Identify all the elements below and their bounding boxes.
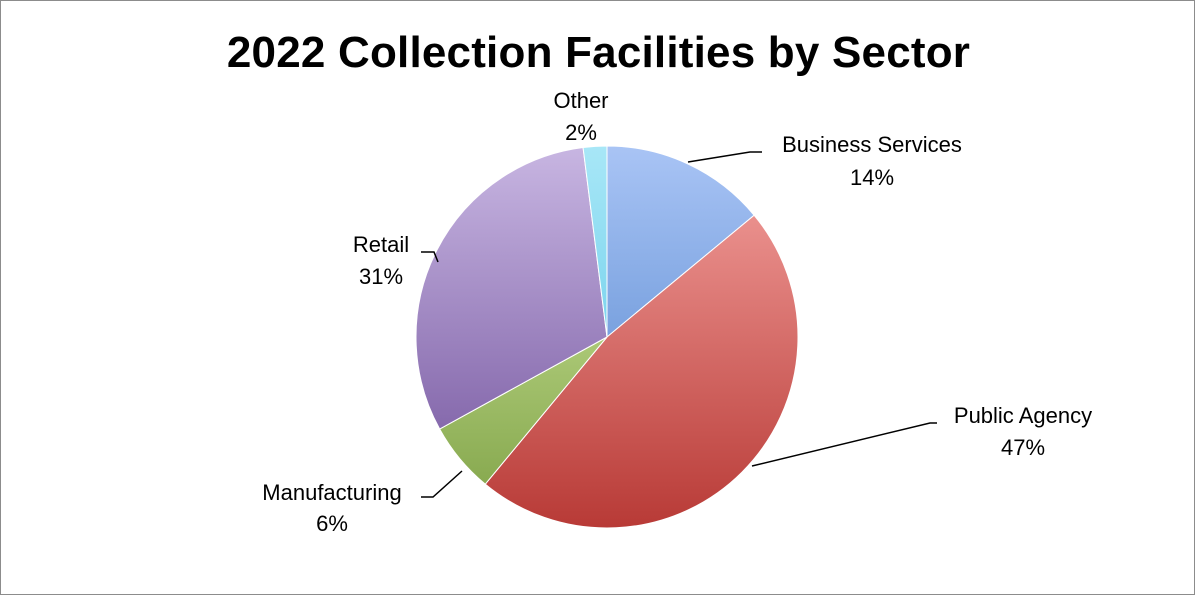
leader-line-retail <box>421 251 439 263</box>
slice-label-other: Other <box>553 88 608 113</box>
slice-value-business-services: 14% <box>850 165 894 190</box>
pie-slice-other <box>582 145 608 338</box>
pie-slice-business-services <box>606 145 755 339</box>
slice-value-retail: 31% <box>359 264 403 289</box>
slice-value-public-agency: 47% <box>1001 435 1045 460</box>
slice-label-public-agency: Public Agency <box>954 403 1092 428</box>
leader-line-business-services <box>687 151 762 163</box>
slice-label-manufacturing: Manufacturing <box>262 480 401 505</box>
chart-title: 2022 Collection Facilities by Sector <box>226 28 971 77</box>
pie-slice-public-agency <box>484 214 799 529</box>
slice-label-business-services: Business Services <box>782 132 962 157</box>
leader-line-manufacturing <box>421 470 463 498</box>
pie-slice-retail <box>415 146 608 430</box>
leader-line-public-agency <box>751 422 937 467</box>
slice-label-retail: Retail <box>353 232 409 257</box>
slice-value-other: 2% <box>565 120 597 145</box>
slice-value-manufacturing: 6% <box>316 511 348 536</box>
